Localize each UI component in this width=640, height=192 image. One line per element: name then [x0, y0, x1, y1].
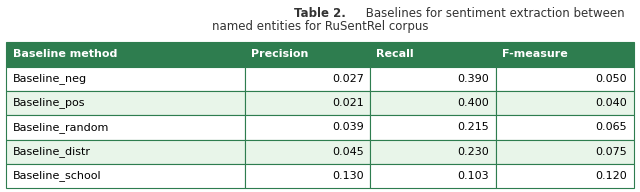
Text: 0.400: 0.400 [458, 98, 490, 108]
Text: Baseline_random: Baseline_random [13, 122, 109, 133]
FancyBboxPatch shape [370, 140, 495, 164]
FancyBboxPatch shape [244, 42, 370, 67]
FancyBboxPatch shape [244, 164, 370, 188]
Text: 0.021: 0.021 [332, 98, 364, 108]
FancyBboxPatch shape [6, 91, 244, 115]
FancyBboxPatch shape [495, 115, 634, 140]
Text: 0.050: 0.050 [596, 74, 627, 84]
Text: Table 2.: Table 2. [294, 7, 346, 20]
Text: 0.215: 0.215 [458, 122, 490, 132]
Text: F-measure: F-measure [502, 49, 568, 59]
Text: Baseline_pos: Baseline_pos [13, 98, 85, 108]
Text: 0.230: 0.230 [458, 147, 490, 157]
FancyBboxPatch shape [370, 67, 495, 91]
Text: 0.390: 0.390 [458, 74, 490, 84]
FancyBboxPatch shape [370, 91, 495, 115]
Text: 0.103: 0.103 [458, 171, 490, 181]
Text: 0.120: 0.120 [596, 171, 627, 181]
FancyBboxPatch shape [6, 164, 244, 188]
FancyBboxPatch shape [244, 140, 370, 164]
FancyBboxPatch shape [495, 91, 634, 115]
Text: Baseline_neg: Baseline_neg [13, 73, 87, 84]
Text: named entities for RuSentRel corpus: named entities for RuSentRel corpus [212, 20, 428, 33]
Text: Precision: Precision [251, 49, 308, 59]
Text: Baseline method: Baseline method [13, 49, 117, 59]
FancyBboxPatch shape [495, 140, 634, 164]
Text: 0.040: 0.040 [596, 98, 627, 108]
FancyBboxPatch shape [6, 67, 244, 91]
FancyBboxPatch shape [244, 91, 370, 115]
Text: 0.027: 0.027 [332, 74, 364, 84]
FancyBboxPatch shape [6, 115, 244, 140]
Text: Baseline_distr: Baseline_distr [13, 146, 91, 157]
FancyBboxPatch shape [6, 42, 244, 67]
FancyBboxPatch shape [244, 115, 370, 140]
Text: 0.065: 0.065 [596, 122, 627, 132]
FancyBboxPatch shape [495, 67, 634, 91]
Text: Baselines for sentiment extraction between: Baselines for sentiment extraction betwe… [362, 7, 624, 20]
Text: 0.045: 0.045 [332, 147, 364, 157]
FancyBboxPatch shape [370, 115, 495, 140]
Text: 0.039: 0.039 [332, 122, 364, 132]
FancyBboxPatch shape [495, 164, 634, 188]
FancyBboxPatch shape [244, 67, 370, 91]
FancyBboxPatch shape [495, 42, 634, 67]
FancyBboxPatch shape [6, 140, 244, 164]
FancyBboxPatch shape [370, 42, 495, 67]
Text: 0.130: 0.130 [332, 171, 364, 181]
Text: Recall: Recall [376, 49, 414, 59]
Text: 0.075: 0.075 [596, 147, 627, 157]
Text: Baseline_school: Baseline_school [13, 170, 101, 181]
FancyBboxPatch shape [370, 164, 495, 188]
